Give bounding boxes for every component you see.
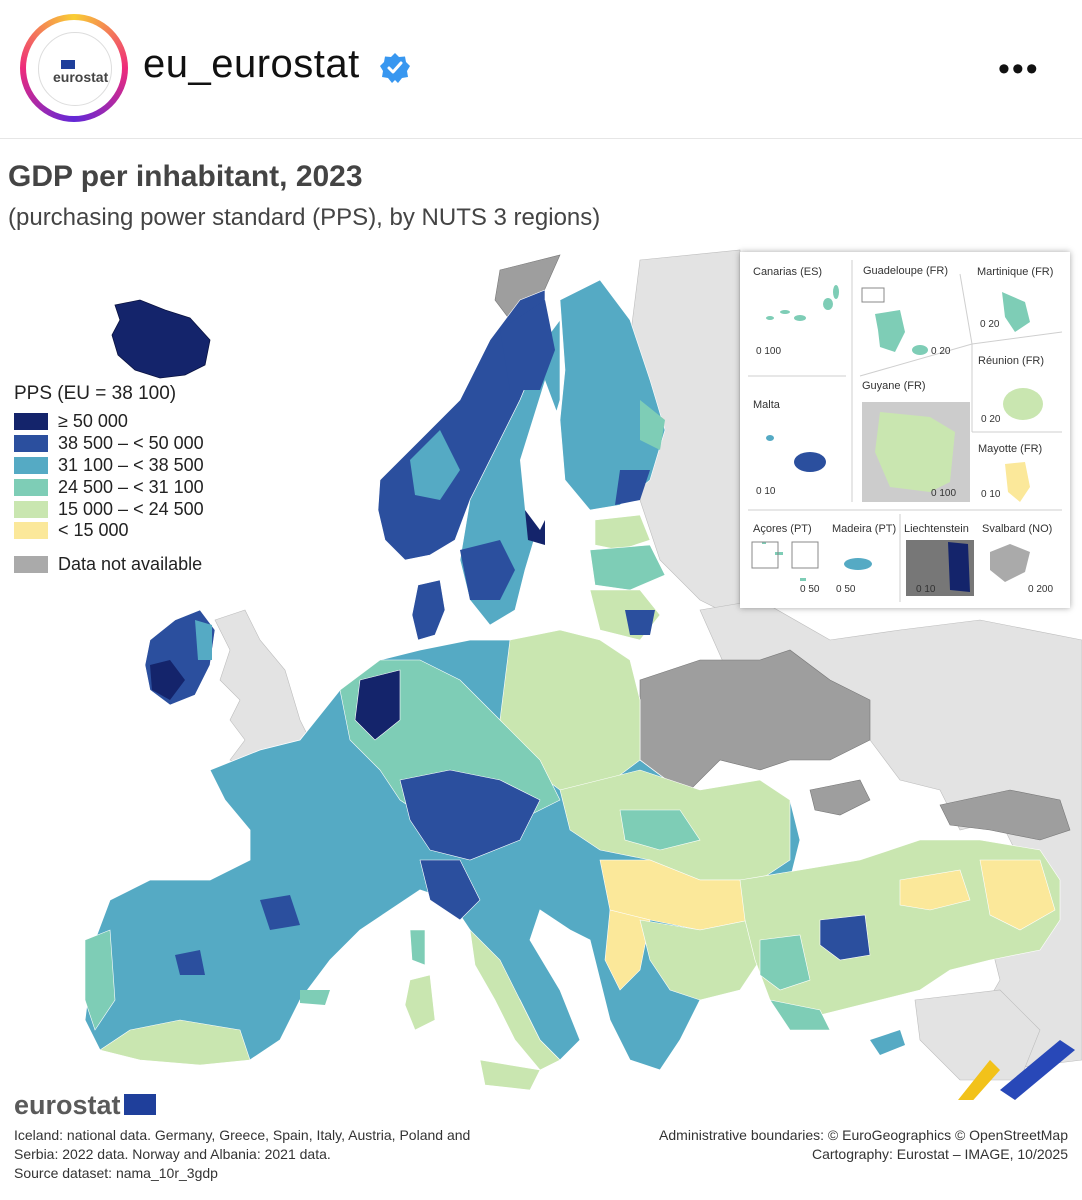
legend-item: 15 000 – < 24 500 [14,498,204,520]
map-legend: PPS (EU = 38 100) ≥ 50 000 38 500 – < 50… [14,383,204,576]
legend-item: 24 500 – < 31 100 [14,476,204,498]
legend-title: PPS (EU = 38 100) [14,383,177,404]
eurostat-avatar-logo: eurostat [38,32,112,106]
account-handle[interactable]: eu_eurostat [143,42,360,86]
legend-swatch [14,435,48,453]
inset-label-acores: Açores (PT) [753,523,812,535]
inset-label-liechtenstein: Liechtenstein [904,523,969,535]
cyprus [870,1030,905,1055]
legend-swatch [14,456,48,474]
latvia [589,544,666,591]
estonia [594,514,651,551]
post-header: eurostat eu_eurostat ••• [0,0,1082,139]
legend-swatch [14,522,48,540]
inset-label-madeira: Madeira (PT) [832,523,897,535]
inset-label-svalbard: Svalbard (NO) [982,523,1053,535]
inset-scale: 0 50 [800,584,820,595]
inset-label-martinique: Martinique (FR) [977,266,1054,278]
sardinia [404,974,436,1031]
inset-label-canarias: Canarias (ES) [753,266,823,278]
legend-item: 38 500 – < 50 000 [14,433,204,455]
eu-flag-icon [124,1094,156,1115]
inset-label-reunion: Réunion (FR) [978,355,1045,367]
credits: Administrative boundaries: © EuroGeograp… [659,1126,1068,1164]
inset-scale: 0 50 [836,584,856,595]
footnote-line: Iceland: national data. Germany, Greece,… [14,1127,471,1143]
legend-swatch [14,500,48,518]
inset-maps-drawing [748,260,1063,602]
credit-line: Cartography: Eurostat – IMAGE, 10/2025 [811,1146,1068,1162]
verified-badge-icon [380,53,410,83]
inset-scale: 0 200 [1028,584,1054,595]
eu-flag-icon [61,60,75,69]
denmark [411,579,446,641]
inset-scale: 0 10 [756,486,776,497]
inset-scale: 0 20 [931,346,951,357]
eurostat-logo: eurostat [14,1090,121,1120]
avatar[interactable]: eurostat [20,14,128,122]
inset-scale: 0 20 [980,319,1000,330]
footnotes: Iceland: national data. Germany, Greece,… [14,1126,534,1183]
inset-scale: 0 20 [981,414,1001,425]
inset-scale: 0 100 [756,346,782,357]
legend-swatch [14,478,48,496]
map-title: GDP per inhabitant, 2023 [8,160,363,193]
inset-label-guyane: Guyane (FR) [862,380,926,392]
inset-label-malta: Malta [753,399,780,411]
footnote-line: Serbia: 2022 data. Norway and Albania: 2… [14,1146,331,1162]
legend-swatch [14,556,48,574]
corsica [409,929,426,966]
inset-scale: 0 10 [981,489,1001,500]
inset-label-mayotte: Mayotte (FR) [978,443,1043,455]
legend-swatch [14,413,48,431]
inset-scale: 0 100 [931,488,957,499]
inset-scale: 0 10 [916,584,936,595]
iceland [111,299,211,379]
legend-item: < 15 000 [14,520,204,542]
more-options-icon[interactable]: ••• [998,50,1040,88]
footnote-line: Source dataset: nama_10r_3gdp [14,1165,218,1181]
map-subtitle: (purchasing power standard (PPS), by NUT… [8,204,601,231]
legend-item: ≥ 50 000 [14,411,204,433]
legend-item: 31 100 – < 38 500 [14,455,204,477]
inset-maps-panel: Canarias (ES) 0 100 Guadeloupe (FR) 0 20… [740,252,1070,608]
legend-item-no-data: Data not available [14,554,204,576]
inset-label-guadeloupe: Guadeloupe (FR) [863,265,948,277]
credit-line: Administrative boundaries: © EuroGeograp… [659,1127,1068,1143]
